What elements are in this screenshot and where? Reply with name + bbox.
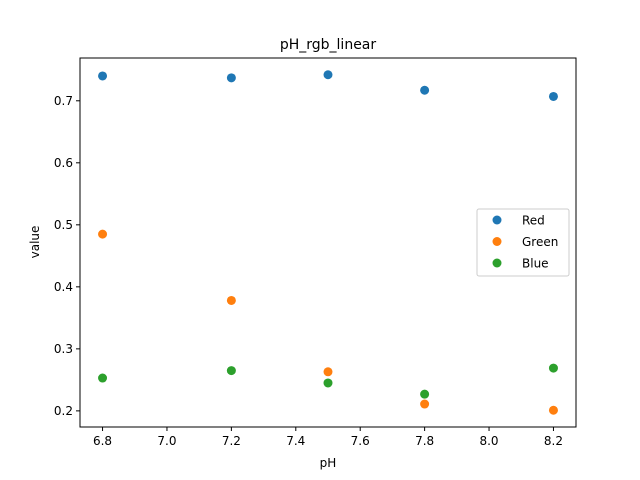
legend-label-red: Red [522, 214, 545, 228]
data-point-green [420, 399, 430, 409]
x-axis-label: pH [320, 456, 337, 470]
x-tick-label: 8.0 [479, 434, 498, 448]
x-tick-label: 7.2 [222, 434, 241, 448]
plot-frame [79, 57, 577, 428]
data-point-red [323, 70, 333, 80]
legend: Red Green Blue [476, 208, 570, 277]
data-point-red [98, 71, 108, 81]
data-point-green [323, 367, 333, 377]
data-point-red [420, 85, 430, 95]
data-point-blue [548, 363, 558, 373]
legend-marker-blue [492, 258, 502, 268]
y-tick-label: 0.4 [54, 280, 73, 294]
chart-title: pH_rgb_linear [280, 37, 377, 53]
data-point-blue [98, 373, 108, 383]
y-axis-label: value [28, 226, 42, 259]
data-point-blue [420, 389, 430, 399]
legend-marker-red [492, 215, 502, 225]
x-tick-label: 7.8 [415, 434, 434, 448]
data-point-green [548, 405, 558, 415]
y-tick-label: 0.3 [54, 342, 73, 356]
data-point-green [226, 295, 236, 305]
x-tick-label: 7.0 [157, 434, 176, 448]
data-point-red [548, 91, 558, 101]
data-point-blue [226, 366, 236, 376]
plot-area [98, 70, 558, 415]
legend-box [476, 208, 570, 277]
y-tick-label: 0.6 [54, 156, 73, 170]
legend-label-blue: Blue [522, 257, 549, 271]
legend-label-green: Green [522, 235, 558, 249]
y-tick-label: 0.2 [54, 404, 73, 418]
x-tick-label: 7.6 [351, 434, 370, 448]
x-tick-label: 8.2 [544, 434, 563, 448]
legend-marker-green [492, 237, 502, 246]
y-tick-label: 0.7 [54, 94, 73, 108]
data-point-green [98, 229, 108, 239]
data-point-red [226, 73, 236, 83]
x-tick-label: 7.4 [286, 434, 305, 448]
x-tick-label: 6.8 [93, 434, 112, 448]
data-point-blue [323, 378, 333, 388]
y-tick-label: 0.5 [54, 218, 73, 232]
